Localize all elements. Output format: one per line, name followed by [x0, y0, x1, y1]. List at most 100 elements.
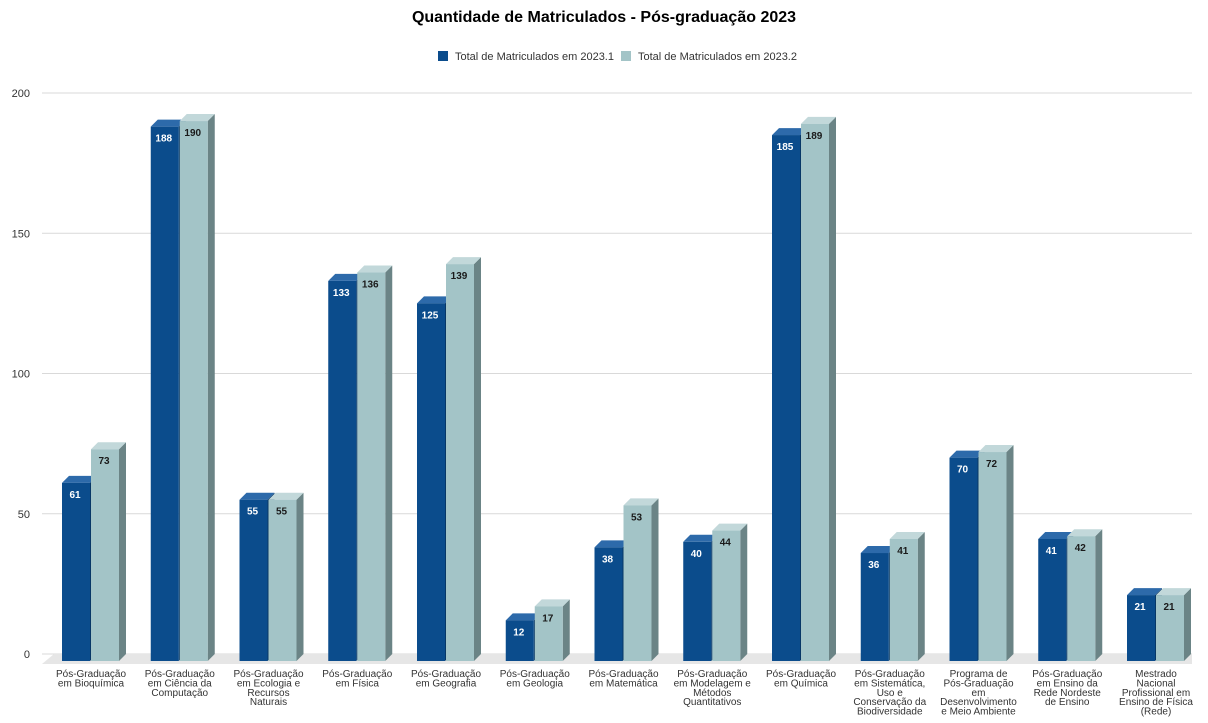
category-label-line: em Sistemática, — [854, 678, 925, 689]
bar-front-face — [860, 553, 889, 661]
bar-series2-10 — [978, 445, 1014, 661]
bar-front-face — [179, 121, 208, 662]
y-axis: 0 50 100 150 200 — [12, 88, 30, 661]
bar-series2-0 — [91, 442, 126, 661]
category-label: Pós-Graduação em Geografia — [411, 669, 481, 689]
data-label-series2-5: 17 — [542, 613, 554, 624]
bar-top-face — [949, 450, 985, 458]
bar-front-face — [772, 135, 800, 661]
data-label-series2-8: 189 — [806, 131, 823, 142]
category-label-line: Uso e — [877, 688, 904, 699]
category-label-line: Pós-Graduação — [766, 669, 836, 680]
bar-top-face — [889, 531, 925, 539]
category-label-line: Pós-Graduação — [411, 669, 481, 680]
legend-swatch-2023-1 — [438, 51, 448, 61]
y-tick-label: 150 — [12, 228, 30, 240]
category-label-line: Recursos — [247, 688, 289, 699]
category-label: Pós-Graduação em Física — [322, 669, 392, 689]
data-label-series2-0: 73 — [98, 456, 110, 467]
data-label-series2-4: 139 — [451, 271, 468, 282]
bar-series2-5 — [534, 599, 570, 661]
data-label-series2-1: 190 — [184, 128, 201, 139]
bar-front-face — [623, 505, 652, 661]
category-label-line: Pós-Graduação — [1032, 669, 1102, 680]
bar-series1-0 — [62, 475, 97, 661]
category-label-line: em Matemática — [589, 678, 658, 689]
category-label-line: Pós-Graduação — [56, 669, 126, 680]
bar-series2-4 — [446, 257, 481, 661]
bar-side-face — [1184, 588, 1191, 661]
data-label-series1-3: 133 — [333, 288, 350, 299]
bar-series2-12 — [1156, 588, 1191, 661]
category-label-line: Pós-Graduação — [677, 669, 747, 680]
category-label-line: Desenvolvimento — [940, 697, 1017, 708]
bar-top-face — [712, 523, 748, 531]
data-label-series1-1: 188 — [155, 134, 172, 145]
category-label-line: Computação — [151, 688, 208, 699]
category-label-line: em Geografia — [416, 678, 477, 689]
bar-top-face — [328, 273, 364, 281]
category-label-line: Nacional — [1137, 678, 1176, 689]
bar-top-face — [772, 128, 807, 136]
bars — [62, 114, 1191, 662]
data-label-series1-2: 55 — [247, 507, 259, 518]
bar-top-face — [179, 114, 215, 122]
bar-top-face — [1156, 588, 1191, 596]
data-label-series2-2: 55 — [276, 507, 288, 518]
category-label: Pós-Graduação em Ciência da Computação — [145, 669, 215, 699]
category-label-line: Pós-Graduação — [500, 669, 570, 680]
category-label-line: Mestrado — [1135, 669, 1177, 680]
bar-front-face — [683, 541, 712, 661]
bar-series2-3 — [357, 265, 393, 661]
bar-front-face — [1156, 595, 1184, 661]
bar-series2-7 — [712, 523, 748, 661]
bar-top-face — [417, 296, 452, 304]
bar-series2-6 — [623, 498, 659, 661]
value-labels: 61 73 188 190 55 55 133 136 125 139 12 17 38 53 40 44 18… — [69, 128, 1175, 638]
category-label-line: em Modelagem e — [674, 678, 752, 689]
bar-front-face — [1067, 536, 1096, 661]
bar-side-face — [474, 257, 481, 661]
bar-side-face — [1006, 445, 1014, 661]
category-label-line: Pós-Graduação — [588, 669, 658, 680]
bar-top-face — [534, 599, 570, 607]
category-label-line: em Bioquímica — [58, 678, 125, 689]
bar-top-face — [62, 475, 97, 483]
category-label-line: Profissional em — [1122, 688, 1190, 699]
bar-series2-11 — [1067, 529, 1103, 661]
bar-front-face — [534, 606, 563, 661]
y-tick-label: 50 — [18, 509, 30, 521]
category-label-line: Pós-Graduação — [233, 669, 303, 680]
bar-series2-2 — [268, 492, 304, 661]
category-label-line: em — [972, 688, 986, 699]
data-label-series2-3: 136 — [362, 280, 379, 291]
data-label-series1-10: 70 — [957, 465, 969, 476]
bar-top-face — [1127, 588, 1162, 596]
bar-top-face — [505, 613, 541, 621]
data-label-series2-12: 21 — [1163, 602, 1175, 613]
bar-front-face — [889, 538, 918, 661]
bar-top-face — [1067, 529, 1103, 537]
category-label-line: Conservação da — [853, 697, 926, 708]
category-label-line: Ensino de Física — [1119, 697, 1193, 708]
legend-swatch-2023-2 — [621, 51, 631, 61]
bar-side-face — [207, 114, 215, 662]
category-label: Pós-Graduação em Matemática — [588, 669, 658, 689]
category-label: Pós-Graduação em Bioquímica — [56, 669, 126, 689]
data-label-series2-10: 72 — [986, 459, 998, 470]
y-tick-label: 0 — [24, 649, 30, 661]
bar-side-face — [829, 116, 836, 662]
bar-top-face — [860, 546, 896, 554]
bar-front-face — [712, 530, 741, 661]
category-label: Pós-Graduação em Sistemática, Uso e Conserv… — [853, 669, 926, 718]
category-label-line: Naturais — [250, 697, 287, 708]
bar-front-face — [446, 264, 474, 661]
bar-side-face — [119, 442, 126, 661]
category-label-line: em Geologia — [506, 678, 563, 689]
category-label-line: Pós-Graduação — [145, 669, 215, 680]
bar-front-face — [505, 620, 534, 661]
bar-front-face — [594, 547, 623, 661]
bar-front-face — [62, 482, 90, 661]
